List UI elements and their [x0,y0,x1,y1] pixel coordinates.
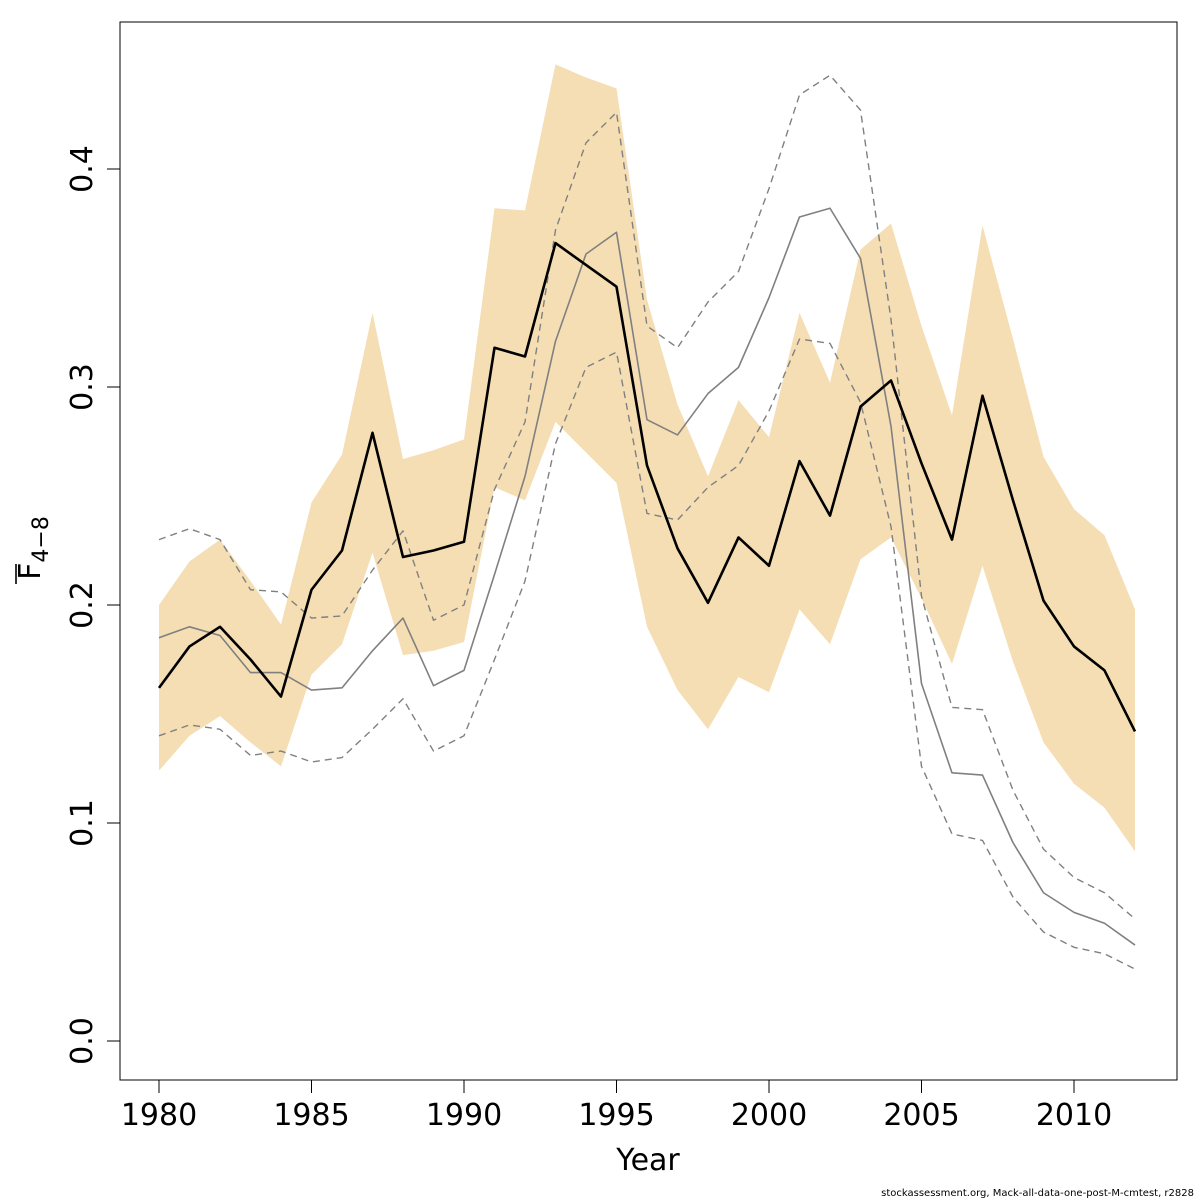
x-tick-label: 1995 [578,1098,654,1133]
y-tick-label: 0.2 [65,581,100,629]
svg-text:F4−8: F4−8 [13,516,54,580]
x-axis: 1980 1985 1990 1995 2000 2005 2010 [121,1079,1112,1133]
x-tick-label: 2000 [731,1098,807,1133]
x-tick-label: 2010 [1036,1098,1112,1133]
series-line-3 [158,74,1136,920]
y-axis-title: F4−8 [13,516,54,584]
series-line-4 [158,338,1136,970]
y-axis-title-main: F [13,563,48,580]
x-tick-label: 1980 [121,1098,197,1133]
x-tick-label: 2005 [883,1098,959,1133]
y-axis-title-subscript: 4−8 [29,516,54,562]
y-tick-label: 0.0 [65,1017,100,1065]
y-tick-label: 0.1 [65,799,100,847]
footer-note: stockassessment.org, Mack-all-data-one-p… [881,1188,1194,1199]
series-line-1 [157,241,1137,733]
x-axis-title: Year [615,1143,680,1178]
y-axis: 0.0 0.1 0.2 0.3 0.4 [65,145,121,1065]
series-line-2 [158,207,1136,946]
y-tick-label: 0.3 [65,363,100,411]
y-tick-label: 0.4 [65,145,100,193]
x-tick-label: 1985 [273,1098,349,1133]
series-layer [157,74,1137,970]
x-tick-label: 1990 [426,1098,502,1133]
